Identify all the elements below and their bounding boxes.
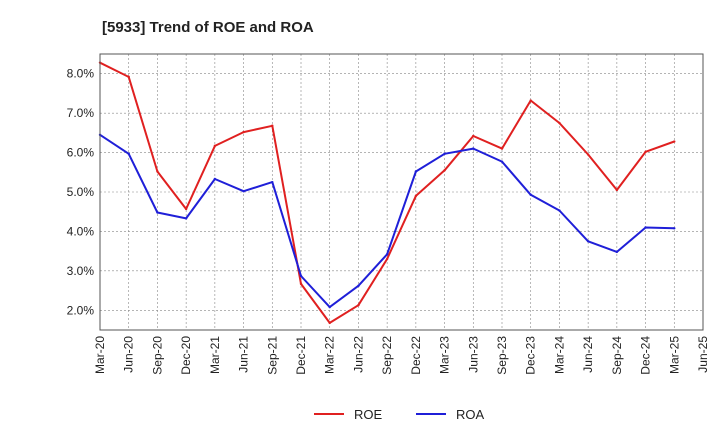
data-point-roe xyxy=(586,153,590,156)
data-point-roa xyxy=(385,253,389,256)
data-point-roe xyxy=(500,147,504,150)
data-point-roe xyxy=(385,257,389,261)
data-point-roa xyxy=(500,160,504,163)
legend-label-roa: ROA xyxy=(456,407,485,422)
y-tick-label: 7.0% xyxy=(67,106,95,120)
y-tick-label: 8.0% xyxy=(67,67,95,81)
x-tick-label: Jun-20 xyxy=(122,336,136,373)
y-tick-label: 3.0% xyxy=(67,264,95,278)
data-point-roe xyxy=(213,144,217,148)
x-tick-label: Jun-21 xyxy=(237,336,251,373)
data-point-roe xyxy=(328,321,331,325)
x-tick-label: Sep-22 xyxy=(380,336,394,375)
data-point-roa xyxy=(357,284,360,288)
x-tick-label: Mar-20 xyxy=(93,336,107,374)
x-tick-label: Mar-21 xyxy=(208,336,222,374)
data-point-roe xyxy=(271,124,274,127)
x-tick-label: Sep-23 xyxy=(495,336,509,375)
data-point-roa xyxy=(242,190,245,193)
data-point-roa xyxy=(644,226,647,229)
y-tick-label: 6.0% xyxy=(67,146,95,160)
data-point-roa xyxy=(558,209,561,212)
y-axis-ticks: 2.0% 3.0% 4.0% 5.0% 6.0% 7.0% 8.0% xyxy=(67,67,95,318)
legend-label-roe: ROE xyxy=(354,407,383,422)
data-point-roa xyxy=(586,240,590,243)
data-point-roe xyxy=(558,121,561,125)
data-point-roa xyxy=(443,152,446,155)
data-point-roa xyxy=(156,211,159,214)
y-tick-label: 2.0% xyxy=(67,303,95,317)
data-point-roe xyxy=(357,303,360,307)
x-tick-label: Mar-25 xyxy=(667,336,681,374)
x-tick-label: Mar-24 xyxy=(552,336,566,374)
grid-layer xyxy=(99,54,704,330)
data-point-roe xyxy=(127,75,130,79)
x-tick-label: Dec-23 xyxy=(524,336,538,375)
data-point-roa xyxy=(271,180,274,184)
x-tick-label: Sep-24 xyxy=(610,336,624,375)
data-point-roa xyxy=(673,227,676,230)
data-point-roa xyxy=(472,147,475,150)
y-tick-label: 4.0% xyxy=(67,224,95,238)
data-point-roa xyxy=(615,250,619,254)
data-point-roe xyxy=(242,130,245,134)
data-point-roa xyxy=(213,177,217,181)
chart-title: [5933] Trend of ROE and ROA xyxy=(102,19,314,36)
data-point-roa xyxy=(414,170,418,173)
x-tick-label: Jun-25 xyxy=(696,336,710,373)
data-point-roe xyxy=(184,207,188,211)
data-point-roa xyxy=(529,193,532,196)
data-point-roe xyxy=(615,188,619,192)
data-point-roe xyxy=(414,194,418,198)
series-line-roa xyxy=(99,133,675,309)
x-tick-label: Mar-23 xyxy=(438,336,452,374)
data-point-roa xyxy=(299,274,303,278)
x-tick-label: Jun-24 xyxy=(581,336,595,373)
x-tick-label: Jun-23 xyxy=(466,336,480,373)
data-point-roa xyxy=(127,152,130,155)
data-point-roe xyxy=(443,169,446,172)
x-tick-label: Dec-22 xyxy=(409,336,423,375)
x-tick-label: Jun-22 xyxy=(351,336,365,373)
series-layer xyxy=(98,61,676,325)
data-point-roa xyxy=(184,217,188,220)
data-point-roe xyxy=(472,134,475,138)
data-point-roa xyxy=(328,305,331,309)
data-point-roe xyxy=(673,140,676,143)
data-point-roe xyxy=(156,170,159,173)
data-point-roe xyxy=(529,99,532,102)
data-point-roe xyxy=(644,150,647,153)
x-tick-label: Mar-22 xyxy=(323,336,337,374)
legend: ROE ROA xyxy=(314,407,485,422)
plot-frame xyxy=(99,53,704,331)
y-tick-label: 5.0% xyxy=(67,185,95,199)
x-axis-ticks: Mar-20 Jun-20 Sep-20 Dec-20 Mar-21 Jun-21 Sep-… xyxy=(93,336,710,375)
data-point-roe xyxy=(299,282,303,286)
x-tick-label: Sep-21 xyxy=(265,336,279,375)
x-tick-label: Dec-21 xyxy=(294,336,308,375)
x-tick-label: Dec-20 xyxy=(179,336,193,375)
x-tick-label: Sep-20 xyxy=(150,336,164,375)
x-tick-label: Dec-24 xyxy=(639,336,653,375)
